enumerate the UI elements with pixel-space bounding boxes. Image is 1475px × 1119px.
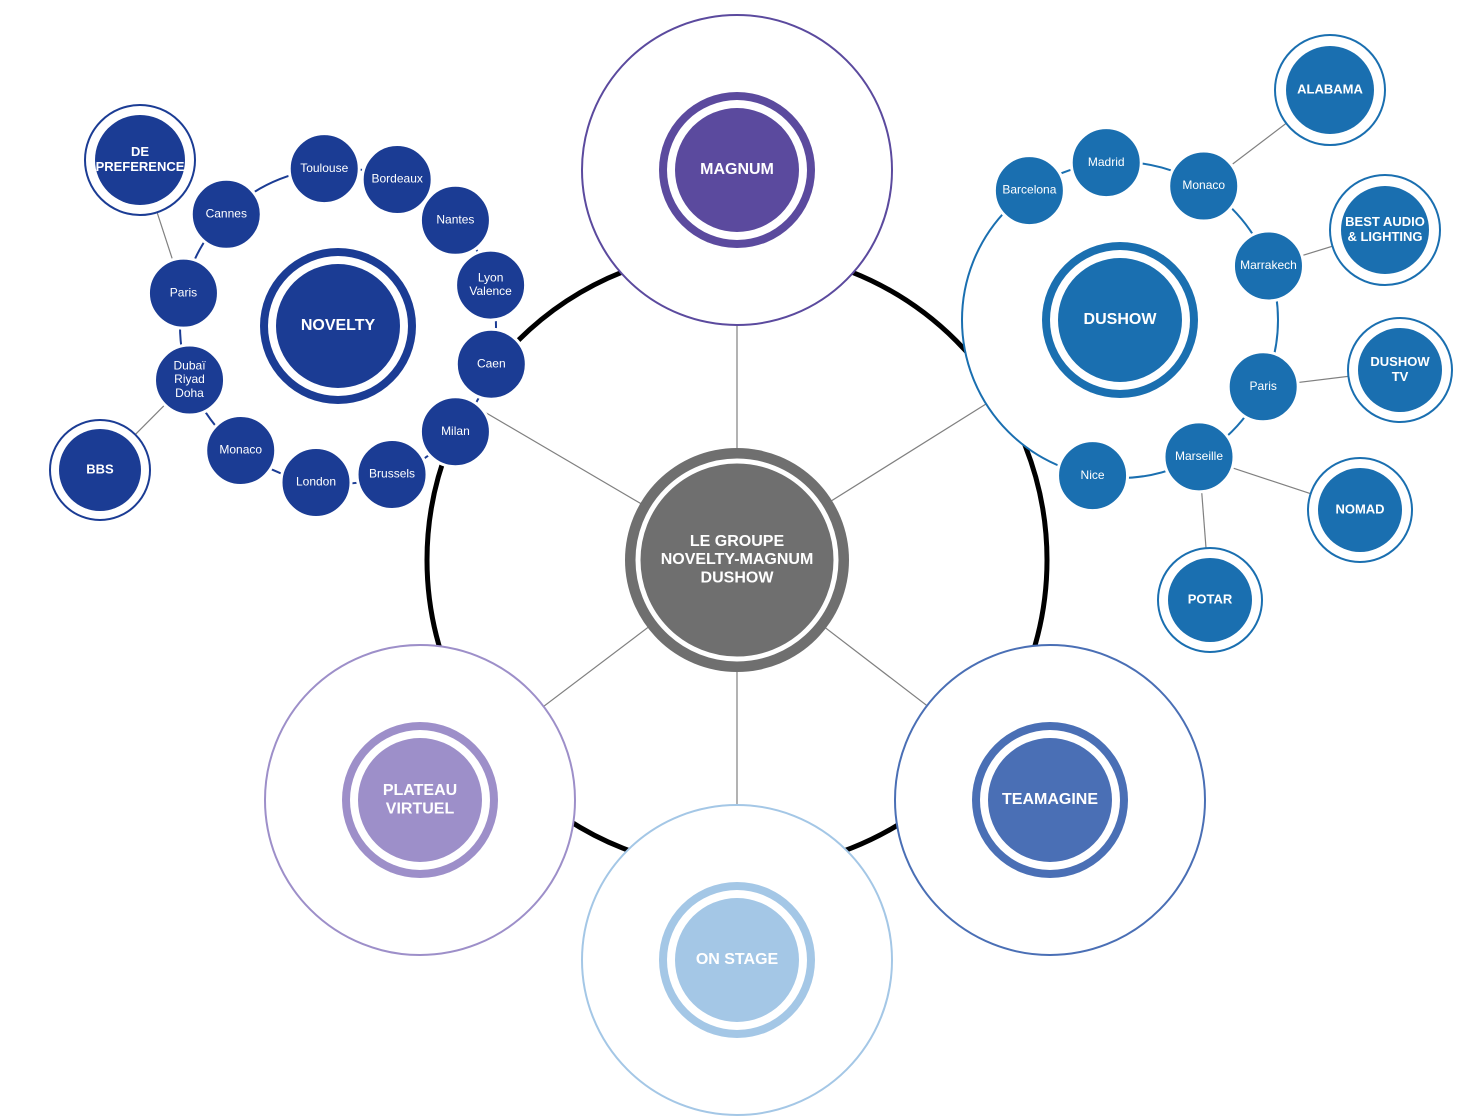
city-novelty-9: DubaïRiyadDoha xyxy=(155,345,225,415)
svg-text:Nantes: Nantes xyxy=(436,212,474,226)
svg-text:NOVELTY: NOVELTY xyxy=(301,317,376,334)
svg-text:Dubaï: Dubaï xyxy=(174,358,207,372)
city-novelty-4: Caen xyxy=(456,329,526,399)
svg-text:Madrid: Madrid xyxy=(1088,155,1125,169)
svg-text:Nice: Nice xyxy=(1081,468,1105,482)
svg-text:BBS: BBS xyxy=(86,461,114,476)
city-novelty-11: Cannes xyxy=(191,179,261,249)
satellite-dushow-3: NOMAD xyxy=(1308,458,1412,562)
satellite-novelty-0: DEPREFERENCE xyxy=(85,105,195,215)
svg-text:DUSHOW: DUSHOW xyxy=(1084,311,1158,328)
svg-text:Marseille: Marseille xyxy=(1175,449,1223,463)
center-node: LE GROUPENOVELTY-MAGNUM DUSHOW xyxy=(625,448,849,672)
svg-text:Cannes: Cannes xyxy=(206,206,247,220)
city-novelty-10: Paris xyxy=(148,258,218,328)
svg-text:Lyon: Lyon xyxy=(478,270,504,284)
svg-text:Barcelona: Barcelona xyxy=(1002,183,1056,197)
svg-text:MAGNUM: MAGNUM xyxy=(700,161,774,178)
svg-text:NOMAD: NOMAD xyxy=(1335,501,1384,516)
hub-dushow: DUSHOW xyxy=(1042,242,1198,398)
svg-text:NOVELTY-MAGNUM: NOVELTY-MAGNUM xyxy=(661,551,814,568)
svg-text:Caen: Caen xyxy=(477,356,506,370)
svg-text:Doha: Doha xyxy=(175,386,204,400)
svg-text:Riyad: Riyad xyxy=(174,372,205,386)
svg-text:Monaco: Monaco xyxy=(219,443,262,457)
city-novelty-0: Toulouse xyxy=(289,134,359,204)
svg-text:DE: DE xyxy=(131,144,149,159)
city-dushow-2: Monaco xyxy=(1169,151,1239,221)
svg-text:PLATEAU: PLATEAU xyxy=(383,782,457,799)
city-dushow-4: Paris xyxy=(1228,352,1298,422)
svg-text:BEST AUDIO: BEST AUDIO xyxy=(1345,214,1425,229)
city-novelty-8: Monaco xyxy=(206,416,276,486)
satellite-dushow-0: ALABAMA xyxy=(1275,35,1385,145)
city-dushow-5: Marseille xyxy=(1164,422,1234,492)
svg-text:TEAMAGINE: TEAMAGINE xyxy=(1002,791,1098,808)
svg-text:Marrakech: Marrakech xyxy=(1240,258,1297,272)
hub-teamagine: TEAMAGINE xyxy=(972,722,1128,878)
svg-text:Toulouse: Toulouse xyxy=(300,161,348,175)
svg-text:TV: TV xyxy=(1392,369,1409,384)
satellite-dushow-4: POTAR xyxy=(1158,548,1262,652)
city-novelty-7: London xyxy=(281,447,351,517)
hub-novelty: NOVELTY xyxy=(260,248,416,404)
city-novelty-1: Bordeaux xyxy=(362,145,432,215)
svg-text:& LIGHTING: & LIGHTING xyxy=(1347,229,1422,244)
city-novelty-5: Milan xyxy=(420,397,490,467)
city-novelty-2: Nantes xyxy=(420,185,490,255)
satellite-dushow-2: DUSHOWTV xyxy=(1348,318,1452,422)
svg-text:ON STAGE: ON STAGE xyxy=(696,951,779,968)
svg-text:Paris: Paris xyxy=(170,285,197,299)
city-dushow-1: Madrid xyxy=(1071,128,1141,198)
city-novelty-3: LyonValence xyxy=(456,250,526,320)
city-dushow-0: Barcelona xyxy=(994,156,1064,226)
svg-text:POTAR: POTAR xyxy=(1188,591,1233,606)
svg-text:Monaco: Monaco xyxy=(1182,178,1225,192)
svg-text:London: London xyxy=(296,475,336,489)
svg-text:Brussels: Brussels xyxy=(369,467,415,481)
city-dushow-3: Marrakech xyxy=(1233,231,1303,301)
svg-text:Bordeaux: Bordeaux xyxy=(372,172,423,186)
svg-text:Milan: Milan xyxy=(441,424,470,438)
city-dushow-6: Nice xyxy=(1058,441,1128,511)
svg-text:VIRTUEL: VIRTUEL xyxy=(386,800,455,817)
hub-onstage: ON STAGE xyxy=(659,882,815,1038)
hub-magnum: MAGNUM xyxy=(659,92,815,248)
svg-text:PREFERENCE: PREFERENCE xyxy=(96,159,185,174)
satellite-novelty-1: BBS xyxy=(50,420,150,520)
svg-text:DUSHOW: DUSHOW xyxy=(1370,354,1430,369)
svg-text:LE GROUPE: LE GROUPE xyxy=(690,533,785,550)
svg-text:Paris: Paris xyxy=(1250,379,1277,393)
svg-text:ALABAMA: ALABAMA xyxy=(1297,81,1363,96)
svg-text:DUSHOW: DUSHOW xyxy=(701,570,775,587)
city-novelty-6: Brussels xyxy=(357,439,427,509)
org-diagram: LE GROUPENOVELTY-MAGNUM DUSHOW MAGNUM DUSHO… xyxy=(0,0,1475,1119)
hub-plateau: PLATEAUVIRTUEL xyxy=(342,722,498,878)
satellite-dushow-1: BEST AUDIO& LIGHTING xyxy=(1330,175,1440,285)
svg-text:Valence: Valence xyxy=(469,284,512,298)
